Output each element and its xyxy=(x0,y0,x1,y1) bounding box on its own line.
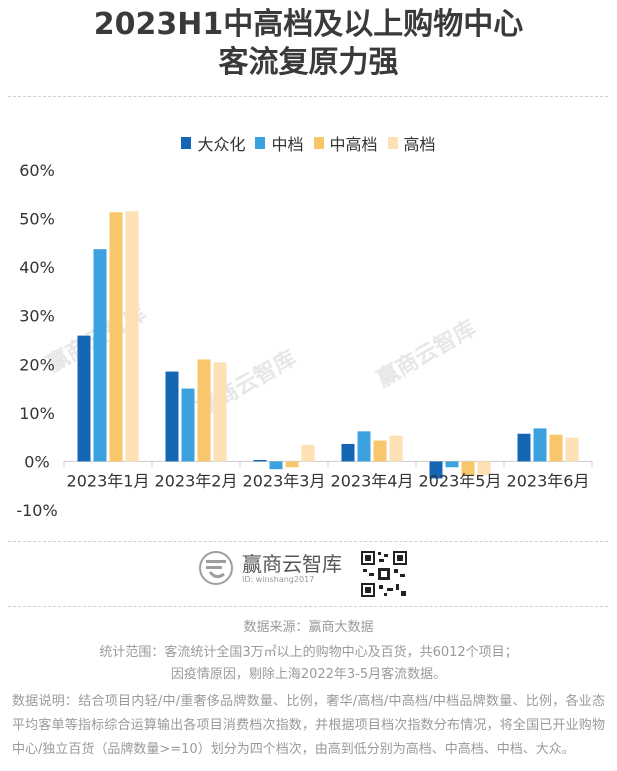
legend-label-gaodang: 高档 xyxy=(403,135,436,154)
bar-中高档-2023年5月 xyxy=(461,461,475,476)
legend-item-zhonggaodang: 中高档 xyxy=(313,131,378,155)
bar-中高档-2023年6月 xyxy=(549,434,563,462)
chart-title: 2023H1中高档及以上购物中心 客流复原力强 xyxy=(0,6,617,82)
y-tick-label: 10% xyxy=(19,404,55,423)
y-tick-label: 60% xyxy=(19,161,55,180)
bar-大众化-2023年1月 xyxy=(77,335,91,462)
y-tick-label: 30% xyxy=(19,307,55,326)
bar-中档-2023年2月 xyxy=(181,388,195,462)
data-source: 数据来源：赢商大数据 xyxy=(243,620,374,635)
y-tick-label: 0% xyxy=(24,452,49,471)
data-explanation: 数据说明：结合项目内轻/中/重奢侈品牌数量、比例，奢华/高档/中高档/中档品牌数… xyxy=(12,694,605,757)
top-divider xyxy=(8,96,608,97)
legend-item-dazhong: 大众化 xyxy=(181,131,245,155)
bar-高档-2023年1月 xyxy=(125,211,139,462)
brand-id: ID: winshang2017 xyxy=(242,574,315,584)
bar-中档-2023年5月 xyxy=(445,461,459,468)
legend-item-zhongdang: 中档 xyxy=(255,131,304,155)
bar-高档-2023年2月 xyxy=(213,362,227,462)
x-tick-label: 2023年2月 xyxy=(155,471,238,490)
y-tick-label: 20% xyxy=(19,355,55,374)
brand-name: 赢商云智库 xyxy=(242,551,342,576)
bar-中高档-2023年3月 xyxy=(285,461,299,468)
bar-高档-2023年3月 xyxy=(301,444,315,462)
legend-swatch-dazhong xyxy=(181,137,192,149)
y-tick-label: 40% xyxy=(19,258,55,277)
scope-note: 统计范围：客流统计全国3万㎡以上的购物中心及百货，共6012个项目； xyxy=(99,645,518,660)
bar-大众化-2023年6月 xyxy=(517,433,531,462)
bottom-divider xyxy=(8,606,608,607)
bar-中高档-2023年1月 xyxy=(109,212,123,462)
x-tick-label: 2023年5月 xyxy=(419,471,502,490)
legend-swatch-zhonggaodang xyxy=(313,137,324,149)
bar-大众化-2023年4月 xyxy=(341,443,355,462)
qr-code-icon xyxy=(360,550,408,598)
bar-高档-2023年5月 xyxy=(477,461,491,476)
bar-中档-2023年3月 xyxy=(269,461,283,470)
y-tick-label: -10% xyxy=(16,501,57,520)
legend-item-gaodang: 高档 xyxy=(387,131,436,155)
legend-swatch-zhongdang xyxy=(255,137,266,149)
x-tick-label: 2023年1月 xyxy=(67,471,150,490)
y-tick-label: 50% xyxy=(19,210,55,229)
bar-高档-2023年6月 xyxy=(565,437,579,462)
bar-中高档-2023年4月 xyxy=(373,440,387,462)
bar-大众化-2023年5月 xyxy=(429,461,443,479)
epidemic-note: 因疫情原因，剔除上海2022年3-5月客流数据。 xyxy=(170,667,447,682)
legend-label-dazhong: 大众化 xyxy=(197,135,246,154)
x-tick-label: 2023年3月 xyxy=(243,471,326,490)
brand-block: 赢商云智库 ID: winshang2017 xyxy=(196,548,342,588)
chart-title-line2: 客流复原力强 xyxy=(218,45,399,80)
legend-swatch-gaodang xyxy=(387,137,398,149)
chart-legend: 大众化 中档 中高档 高档 xyxy=(0,131,617,155)
watermark-text: 赢商云智库 xyxy=(372,315,480,393)
bar-大众化-2023年3月 xyxy=(253,459,267,462)
bar-大众化-2023年2月 xyxy=(165,371,179,462)
chart-title-line1: 2023H1中高档及以上购物中心 xyxy=(93,7,524,42)
x-tick-label: 2023年4月 xyxy=(331,471,414,490)
bar-高档-2023年4月 xyxy=(389,435,403,462)
brand-logo-icon xyxy=(199,551,233,585)
middle-divider xyxy=(8,541,608,542)
bar-中档-2023年4月 xyxy=(357,431,371,462)
bar-中高档-2023年2月 xyxy=(197,359,211,462)
bar-中档-2023年6月 xyxy=(533,428,547,462)
bar-chart: 赢商云智库赢商云智库赢商云智库60%50%40%30%20%10%0%-10%2… xyxy=(16,161,593,520)
legend-label-zhonggaodang: 中高档 xyxy=(329,135,378,154)
legend-label-zhongdang: 中档 xyxy=(271,135,304,154)
bar-中档-2023年1月 xyxy=(93,249,107,462)
x-tick-label: 2023年6月 xyxy=(507,471,590,490)
